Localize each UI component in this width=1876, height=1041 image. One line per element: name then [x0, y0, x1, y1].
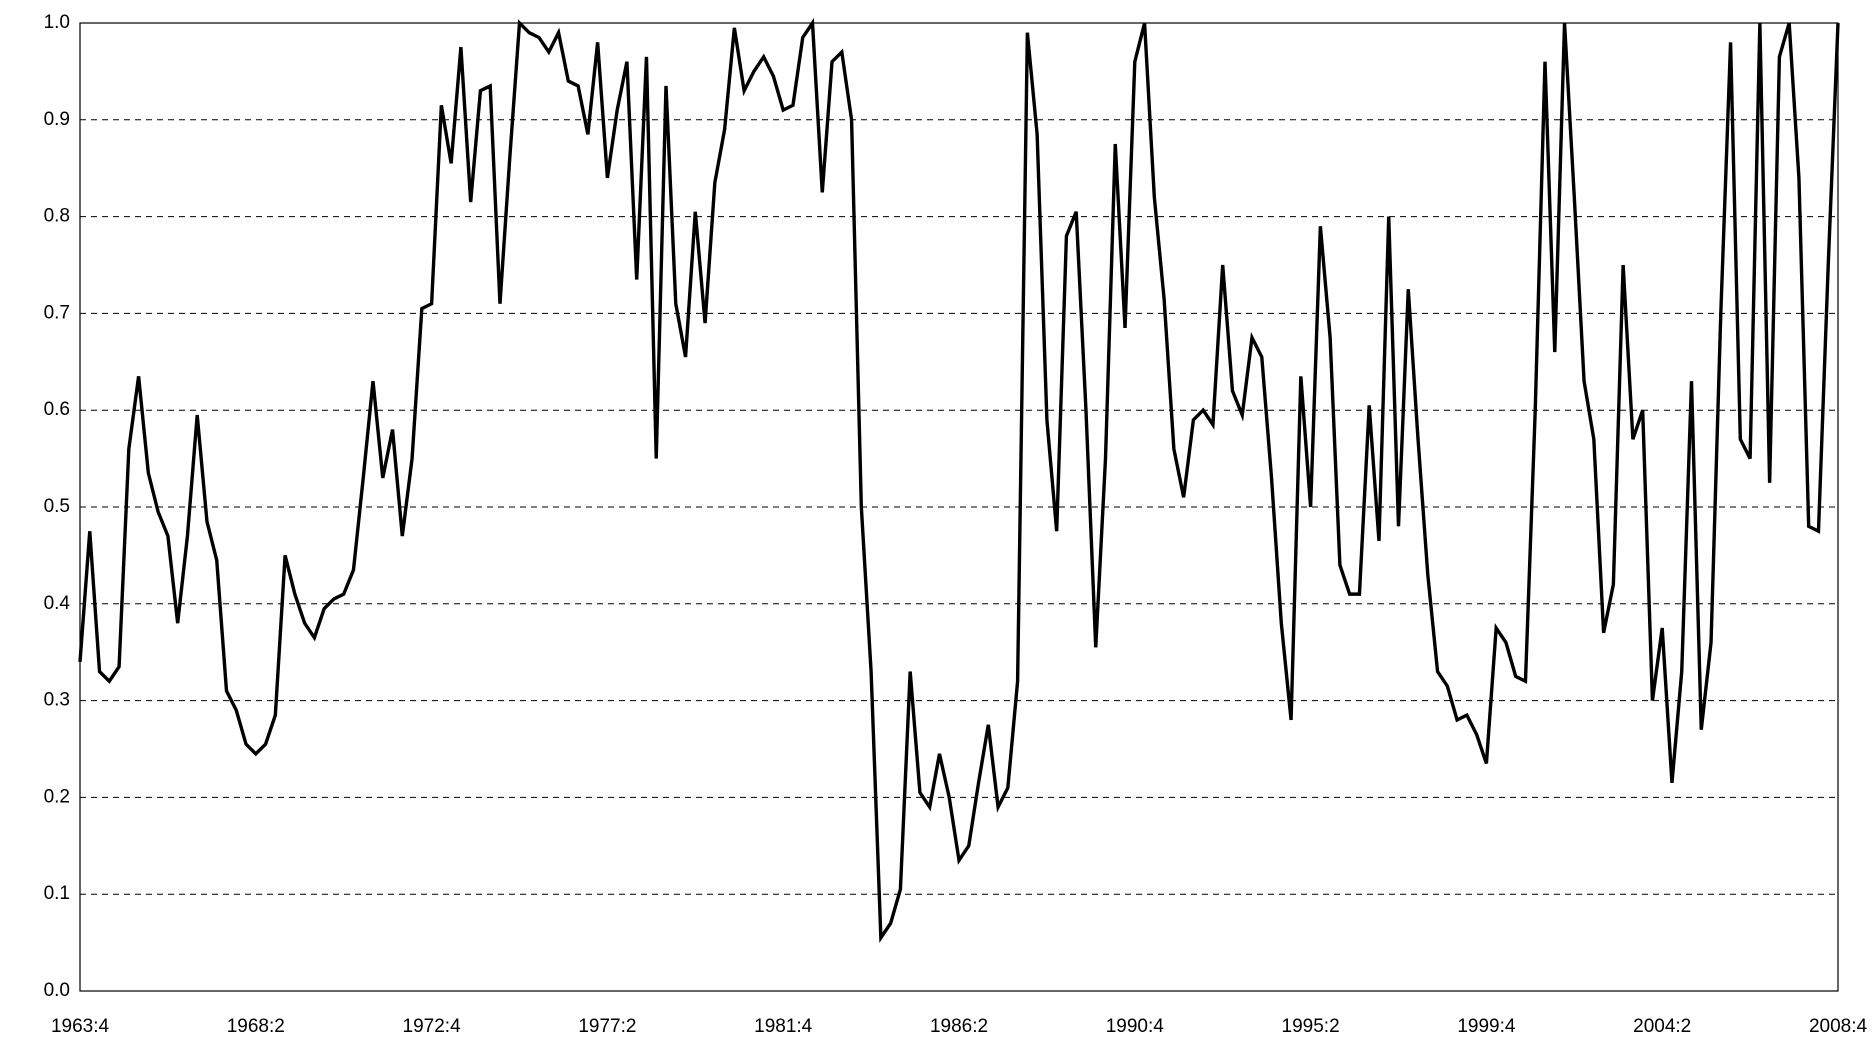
y-tick-label: 0.2	[44, 786, 70, 807]
x-tick-label: 1990:4	[1106, 1016, 1165, 1037]
y-tick-label: 1.0	[44, 12, 70, 33]
y-tick-label: 0.5	[44, 496, 70, 517]
y-tick-label: 0.6	[44, 399, 70, 420]
x-tick-label: 1963:4	[51, 1016, 110, 1037]
x-tick-label: 2004:2	[1633, 1016, 1691, 1037]
y-tick-label: 0.3	[44, 690, 70, 711]
x-tick-label: 1977:2	[578, 1016, 636, 1037]
plot-frame	[79, 22, 1839, 992]
x-tick-label: 1986:2	[930, 1016, 988, 1037]
x-tick-label: 1981:4	[754, 1016, 813, 1037]
y-tick-label: 0.1	[44, 883, 70, 904]
y-tick-label: 0.4	[44, 593, 71, 614]
x-tick-label: 1972:4	[403, 1016, 462, 1037]
y-tick-label: 0.9	[44, 109, 70, 130]
y-tick-label: 0.0	[44, 980, 70, 1001]
x-tick-label: 2008:4	[1809, 1016, 1868, 1037]
x-tick-label: 1995:2	[1282, 1016, 1340, 1037]
y-tick-label: 0.8	[44, 206, 70, 227]
x-tick-label: 1999:4	[1457, 1016, 1516, 1037]
x-tick-label: 1968:2	[227, 1016, 285, 1037]
y-tick-label: 0.7	[44, 302, 70, 323]
data-line	[78, 17, 1840, 944]
